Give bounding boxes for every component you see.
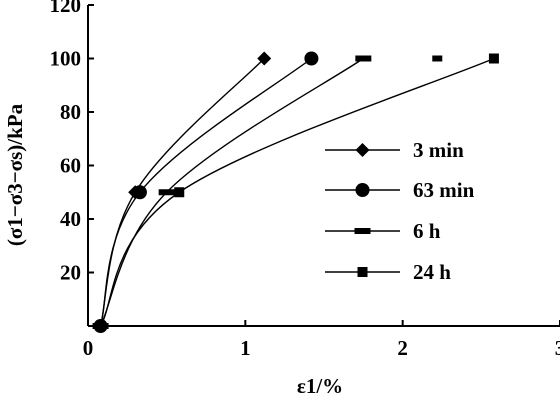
y-tick-label: 100 xyxy=(50,47,82,71)
y-tick-label: 60 xyxy=(60,154,81,178)
x-tick-label: 2 xyxy=(397,336,408,360)
x-axis-title: ε1/% xyxy=(297,374,343,398)
legend-label: 3 min xyxy=(413,138,464,162)
x-tick-label: 1 xyxy=(240,336,251,360)
y-tick-label: 120 xyxy=(50,0,82,17)
markers xyxy=(92,51,499,333)
axes: 0 1 2 3 20 40 60 80 100 120 xyxy=(50,0,560,360)
data-point xyxy=(432,55,443,62)
data-point xyxy=(488,53,499,64)
data-point xyxy=(355,55,372,62)
legend-label: 63 min xyxy=(413,178,475,202)
y-tick-label: 40 xyxy=(60,207,81,231)
legend-label: 6 h xyxy=(413,219,441,243)
legend-marker xyxy=(355,143,370,157)
data-point xyxy=(132,185,147,200)
y-tick-label: 80 xyxy=(60,100,81,124)
x-tick-label: 3 xyxy=(555,336,560,360)
data-point xyxy=(257,51,272,66)
legend: 3 min 63 min 6 h 24 h xyxy=(325,138,475,284)
data-point xyxy=(174,187,185,198)
series-line xyxy=(99,57,495,327)
legend-marker xyxy=(355,183,370,197)
x-tick-label: 0 xyxy=(83,336,94,360)
y-axis-title: (σ1−σ3−σs)/kPa xyxy=(3,103,27,246)
legend-label: 24 h xyxy=(413,260,451,284)
data-point xyxy=(95,321,106,331)
data-point xyxy=(304,51,319,66)
y-tick-label: 20 xyxy=(60,261,81,285)
legend-marker xyxy=(354,228,371,234)
data-point xyxy=(158,189,175,196)
legend-marker xyxy=(357,267,368,277)
series-line xyxy=(99,57,364,327)
